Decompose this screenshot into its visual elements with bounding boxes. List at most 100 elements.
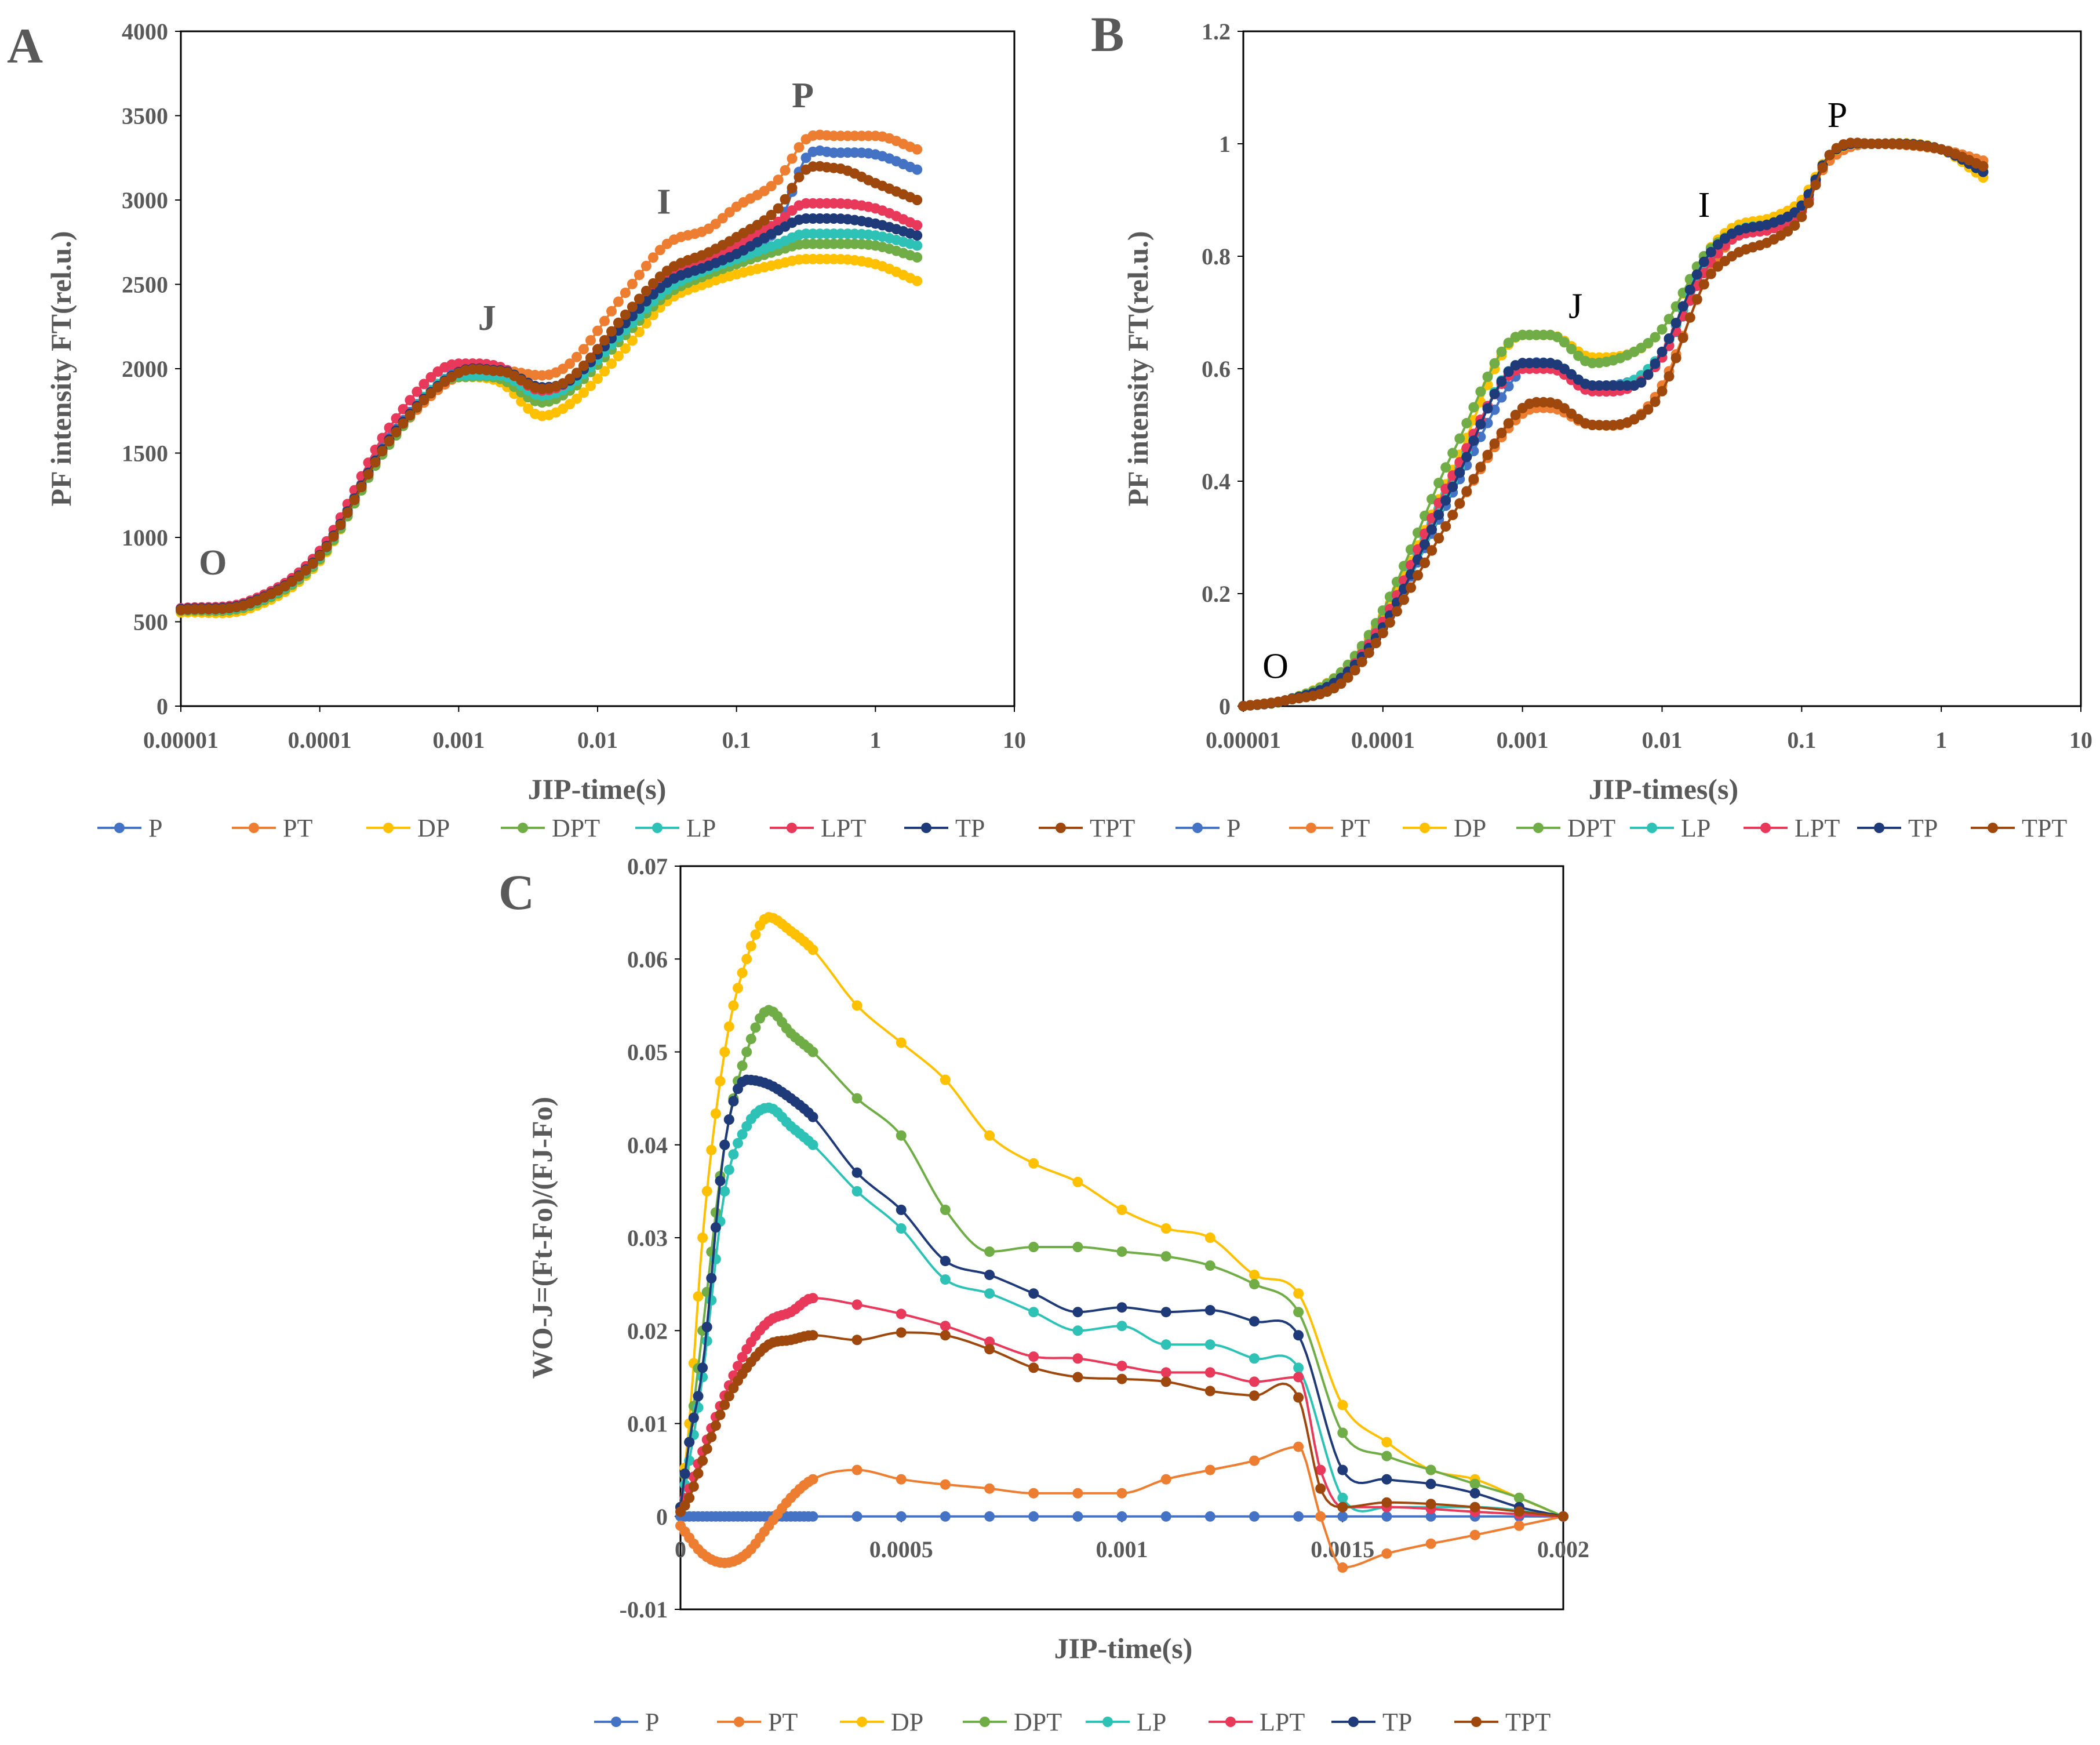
data-point-pt <box>780 165 791 176</box>
data-point-tp <box>1337 1464 1348 1475</box>
data-point-tpt <box>1810 180 1821 191</box>
data-point-pt <box>578 344 589 355</box>
data-point-tpt <box>405 410 416 421</box>
data-point-tpt <box>1204 1386 1215 1397</box>
data-point-dpt <box>1489 358 1500 369</box>
data-point-pt <box>1315 1511 1326 1522</box>
x-tick-label: 0.002 <box>1537 1536 1589 1562</box>
data-point-tpt <box>701 1444 712 1455</box>
y-tick-label: 0.4 <box>1202 468 1231 495</box>
data-point-dp <box>733 983 743 994</box>
data-point-dpt <box>1028 1242 1039 1252</box>
data-point-dp <box>572 393 582 404</box>
y-tick-label: 0 <box>1219 693 1231 719</box>
data-point-tpt <box>1817 162 1828 173</box>
data-point-tp <box>697 1362 708 1373</box>
data-point-tp <box>851 1167 862 1178</box>
data-point-tpt <box>627 301 638 312</box>
data-point-dp <box>592 373 603 384</box>
data-point-tpt <box>1116 1373 1127 1384</box>
data-point-lpt <box>851 1299 862 1310</box>
data-point-dpt <box>1503 337 1514 348</box>
data-point-tpt <box>398 418 409 429</box>
data-point-tpt <box>1691 294 1702 305</box>
data-point-tp <box>1469 1488 1480 1499</box>
data-point-tp <box>1440 495 1451 506</box>
legend-label-p: P <box>1226 814 1240 842</box>
data-point-tp <box>896 1204 907 1215</box>
legend-marker-dpt <box>1533 823 1544 833</box>
data-point-tpt <box>679 1500 690 1511</box>
data-point-dp <box>896 1037 907 1048</box>
legend-marker-dpt <box>518 823 528 833</box>
data-point-lp <box>984 1288 995 1299</box>
data-point-tpt <box>1636 409 1647 420</box>
data-point-tpt <box>851 1335 862 1346</box>
data-point-lp <box>851 1186 862 1197</box>
data-point-pt <box>940 1479 951 1490</box>
data-point-dp <box>728 1000 739 1011</box>
legend-label-pt: PT <box>768 1708 798 1736</box>
data-point-tpt <box>314 551 325 561</box>
y-tick-label: -0.01 <box>620 1597 668 1623</box>
data-point-dp <box>606 358 617 369</box>
data-point-tpt <box>1028 1362 1039 1373</box>
data-point-tpt <box>1337 1502 1348 1513</box>
data-point-tp <box>688 1412 699 1423</box>
data-point-tp <box>1426 524 1437 535</box>
y-tick-label: 0.07 <box>627 853 668 879</box>
phase-label-o: O <box>199 543 227 583</box>
data-point-p <box>1160 1511 1171 1522</box>
data-point-tpt <box>1461 486 1472 497</box>
data-point-dp <box>1116 1204 1127 1215</box>
data-point-tpt <box>1796 212 1807 223</box>
data-point-dpt <box>750 1022 761 1033</box>
data-point-tpt <box>321 541 332 552</box>
data-point-dpt <box>807 1046 818 1057</box>
data-point-tp <box>1204 1305 1215 1315</box>
data-point-tp <box>1657 346 1668 357</box>
data-point-tpt <box>1677 332 1688 343</box>
x-tick-label: 0.1 <box>1787 727 1816 753</box>
legend: P PT DP DPT LP LPT TP TPT <box>97 814 1135 842</box>
x-tick-label: 1 <box>869 727 881 753</box>
y-tick-label: 0.03 <box>627 1225 668 1251</box>
data-point-tp <box>1433 509 1444 520</box>
data-point-lpt <box>412 386 423 397</box>
data-point-tpt <box>1426 545 1437 556</box>
data-point-tpt <box>684 1492 695 1503</box>
legend-label-dpt: DPT <box>1014 1708 1062 1736</box>
data-point-dpt <box>1425 1464 1436 1475</box>
data-point-dp <box>1072 1176 1083 1187</box>
legend-marker-tp <box>1348 1717 1359 1727</box>
data-point-dp <box>1249 1270 1260 1281</box>
data-point-tpt <box>1293 1392 1304 1403</box>
data-point-tp <box>1643 369 1654 380</box>
data-point-tpt <box>1377 627 1388 638</box>
data-point-tp <box>807 1111 818 1122</box>
data-point-tpt <box>1803 198 1814 208</box>
data-point-tpt <box>1664 371 1675 382</box>
data-point-pt <box>585 335 596 346</box>
data-point-tpt <box>1510 409 1521 420</box>
data-point-tpt <box>1978 161 1989 172</box>
data-point-tpt <box>1381 1497 1392 1508</box>
data-point-dpt <box>1433 478 1444 488</box>
data-point-lp <box>1028 1307 1039 1318</box>
data-point-lpt <box>1293 1372 1304 1383</box>
data-point-pt <box>766 181 777 192</box>
x-tick-label: 0.1 <box>722 727 751 753</box>
data-point-lp <box>733 1137 743 1148</box>
y-tick-label: 4000 <box>122 19 168 45</box>
data-point-tpt <box>1406 582 1416 593</box>
y-tick-label: 1500 <box>122 441 168 467</box>
x-tick-label: 10 <box>2069 727 2092 753</box>
legend-marker-pt <box>734 1717 744 1727</box>
data-point-tpt <box>300 565 311 576</box>
data-point-pt <box>599 315 610 326</box>
data-point-p <box>807 1511 818 1522</box>
data-point-lp <box>737 1129 748 1140</box>
data-point-tpt <box>984 1344 995 1355</box>
data-point-tp <box>1489 388 1500 399</box>
data-point-dp <box>701 1186 712 1197</box>
